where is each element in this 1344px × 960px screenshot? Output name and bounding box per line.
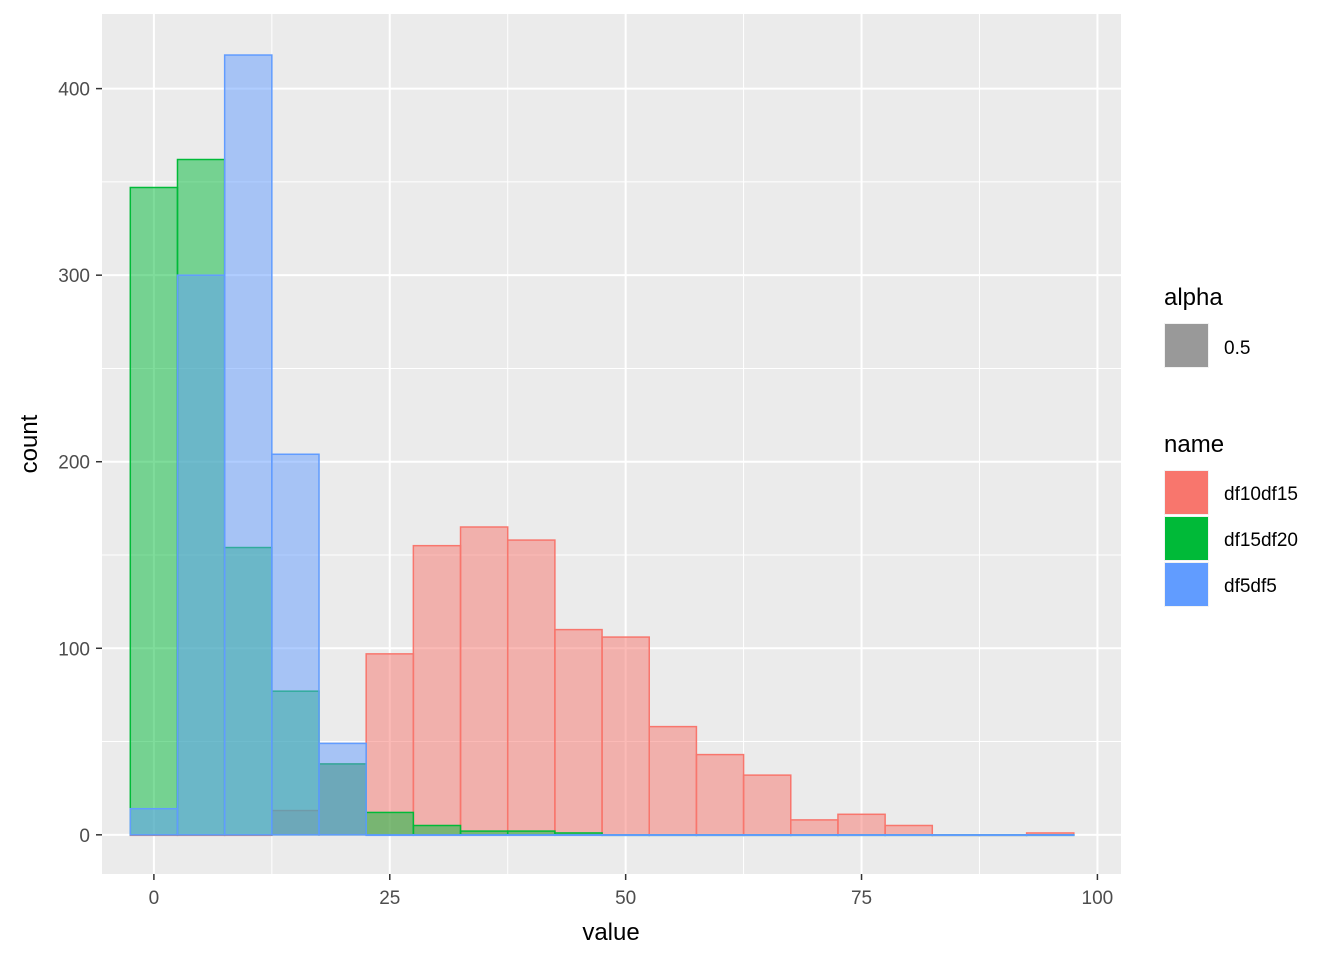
bar-df10df15: [648, 725, 698, 836]
bar-df5df5: [601, 834, 650, 837]
y-tick-label: 300: [58, 266, 90, 287]
bar-df10df15: [554, 628, 603, 836]
legend-label-alpha: 0.5: [1224, 338, 1250, 359]
bar-df5df5: [837, 834, 886, 837]
bar-df5df5: [978, 834, 1028, 837]
y-tick-label: 0: [79, 826, 90, 847]
y-tick-label: 400: [58, 80, 90, 101]
bar-df5df5: [648, 834, 698, 837]
bar-df10df15: [695, 753, 745, 836]
x-tick-label: 100: [1082, 888, 1114, 909]
bar-df10df15: [365, 653, 415, 836]
bar-df5df5: [459, 834, 509, 837]
bar-df10df15: [459, 526, 509, 836]
x-tick-label: 50: [615, 888, 636, 909]
legend-title-alpha: alpha: [1164, 284, 1223, 311]
bar-df10df15: [601, 636, 650, 836]
y-tick-label: 100: [58, 639, 90, 660]
bar-df5df5: [884, 834, 934, 837]
bar-df5df5: [506, 834, 556, 837]
series-df5df5: [129, 54, 1075, 837]
bar-df10df15: [884, 824, 934, 836]
y-axis: 0 100 200 300 400: [58, 80, 102, 847]
bar-df15df20: [129, 186, 179, 836]
bar-df5df5: [223, 54, 273, 836]
legend-swatch-df5df5: [1165, 563, 1208, 606]
legend-swatch-df10df15: [1165, 471, 1208, 514]
bars: [129, 54, 1075, 837]
legend-swatch-alpha: [1165, 324, 1208, 367]
y-axis-title: count: [16, 414, 43, 473]
bar-df5df5: [129, 807, 179, 836]
bar-df5df5: [554, 834, 603, 837]
bar-df5df5: [931, 834, 981, 837]
legend-title-name: name: [1164, 431, 1224, 458]
bar-df10df15: [837, 813, 886, 836]
bar-df5df5: [365, 834, 415, 837]
legend: alpha 0.5 name df10df15 df15df20 df5df5: [1164, 284, 1298, 607]
bar-df5df5: [176, 274, 226, 836]
bar-df5df5: [695, 834, 745, 837]
bar-df15df20: [365, 811, 415, 836]
y-tick-label: 200: [58, 453, 90, 474]
legend-label-df10df15: df10df15: [1224, 484, 1298, 505]
x-tick-label: 75: [851, 888, 872, 909]
bar-df5df5: [742, 834, 792, 837]
x-axis: 0 25 50 75 100: [149, 874, 1114, 909]
bar-df10df15: [790, 819, 839, 836]
bar-df10df15: [742, 774, 792, 836]
legend-name-items: df10df15 df15df20 df5df5: [1164, 470, 1298, 607]
x-tick-label: 0: [149, 888, 160, 909]
legend-label-df15df20: df15df20: [1224, 530, 1298, 551]
bar-df10df15: [412, 544, 462, 836]
legend-label-df5df5: df5df5: [1224, 576, 1277, 597]
bar-df5df5: [412, 834, 462, 837]
bar-df5df5: [1025, 834, 1075, 837]
legend-swatch-df15df20: [1165, 517, 1208, 560]
bar-df5df5: [318, 742, 367, 836]
x-axis-title: value: [582, 919, 639, 946]
bar-df5df5: [790, 834, 839, 837]
bar-df5df5: [271, 453, 320, 836]
bar-df15df20: [412, 824, 462, 836]
bar-df10df15: [506, 539, 556, 836]
x-tick-label: 25: [379, 888, 400, 909]
